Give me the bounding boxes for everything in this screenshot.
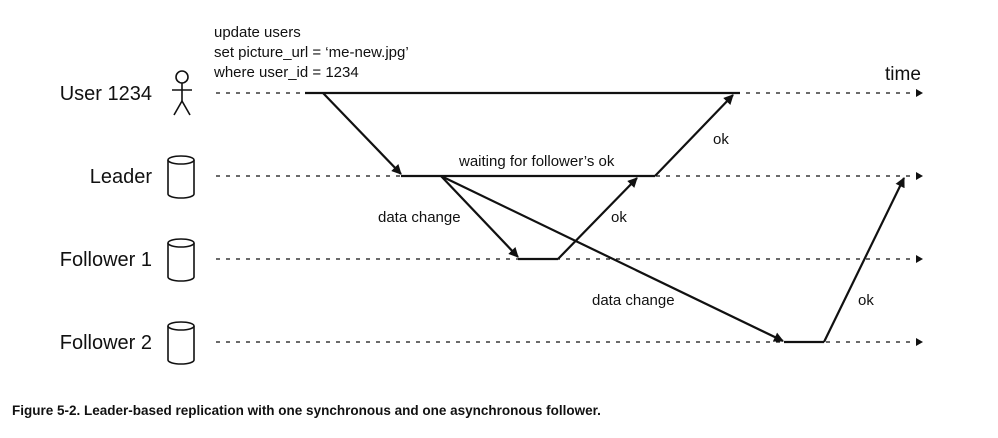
figure-caption: Figure 5-2. Leader-based replication wit… [12, 403, 601, 418]
arrow-user-to-leader [322, 92, 402, 175]
ok-label-leader: ok [713, 131, 729, 148]
data-change-label-f1: data change [378, 209, 461, 226]
arrow-leader-to-follower-1 [440, 175, 519, 258]
actor-label-follower-2: Follower 2 [60, 332, 152, 354]
actor-label-user: User 1234 [60, 83, 152, 105]
person-icon [172, 70, 192, 116]
database-icon [167, 238, 195, 282]
query-line-1: update users [214, 24, 301, 41]
arrow-follower-1-ok [557, 177, 638, 260]
ok-label-follower-2: ok [858, 292, 874, 309]
database-icon [167, 321, 195, 365]
ok-label-follower-1: ok [611, 209, 627, 226]
query-line-3: where user_id = 1234 [213, 64, 359, 81]
data-change-label-f2: data change [592, 292, 675, 309]
arrow-follower-2-ok [823, 177, 905, 343]
time-label: time [885, 64, 921, 85]
query-line-2: set picture_url = ‘me-new.jpg’ [214, 44, 409, 61]
actor-label-leader: Leader [90, 166, 153, 188]
arrow-leader-ok [654, 94, 734, 177]
waiting-label: waiting for follower’s ok [458, 153, 615, 170]
actor-label-follower-1: Follower 1 [60, 249, 152, 271]
database-icon [167, 155, 195, 199]
arrow-leader-to-follower-2 [440, 175, 784, 342]
